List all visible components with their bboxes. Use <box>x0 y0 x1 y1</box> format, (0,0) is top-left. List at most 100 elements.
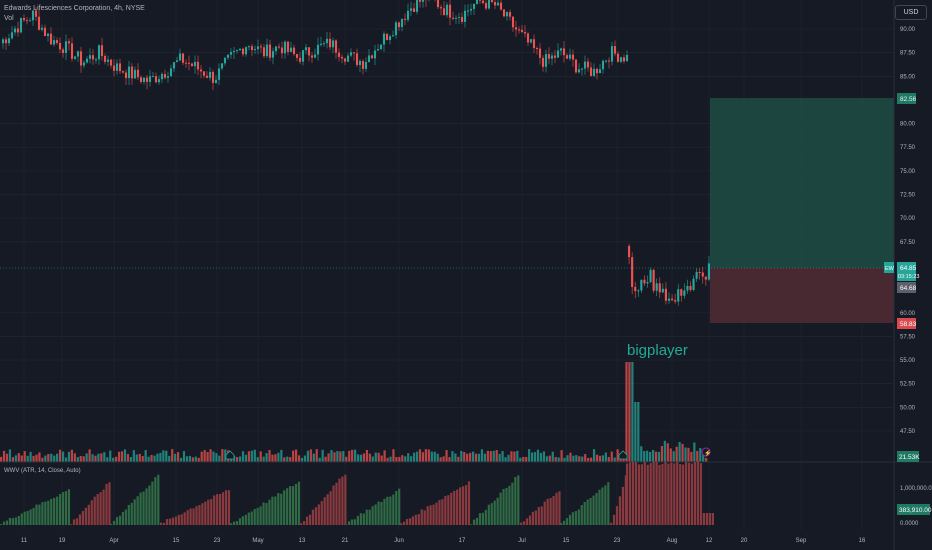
candle-body <box>232 51 236 53</box>
wwv-bar <box>411 516 414 525</box>
wwv-bar <box>151 481 154 525</box>
bigplayer-annotation[interactable]: bigplayer <box>627 342 688 359</box>
candle-body <box>670 298 674 301</box>
wwv-bar <box>274 496 277 525</box>
candle-body <box>274 46 278 52</box>
volume-bar <box>513 451 516 462</box>
volume-bar <box>297 455 301 462</box>
symbol-title[interactable]: Edwards Lifesciences Corporation, 4h, NY… <box>4 5 145 12</box>
volume-bar <box>690 451 693 462</box>
volume-bar <box>118 451 121 462</box>
wwv-bar <box>300 523 303 525</box>
wwv-bar <box>195 506 198 525</box>
dividend-marker-icon[interactable] <box>225 450 235 460</box>
candle-body <box>235 50 239 52</box>
candle-body <box>574 59 578 73</box>
wwv-bar <box>180 514 183 525</box>
candle-body <box>499 2 503 10</box>
volume-bar <box>563 457 566 462</box>
wwv-bar <box>53 497 56 525</box>
wwv-bar <box>711 513 714 525</box>
volume-bar <box>457 456 460 462</box>
volume-bar <box>324 456 327 462</box>
volume-bar <box>474 453 478 462</box>
wwv-bar <box>601 487 604 525</box>
wwv-bar <box>705 513 709 525</box>
volume-bar <box>510 451 513 462</box>
candle-body <box>619 57 623 62</box>
wwv-bar <box>213 495 216 525</box>
wwv-bar <box>682 464 685 525</box>
wwv-bar <box>250 511 253 525</box>
volume-bar <box>472 451 475 462</box>
volume-bar <box>289 457 292 462</box>
wwv-bar <box>78 514 82 525</box>
currency-button[interactable]: USD <box>895 5 927 20</box>
volume-bar <box>601 455 604 462</box>
candle-body <box>382 33 386 45</box>
candle-body <box>616 53 620 62</box>
wwv-bar <box>38 504 41 525</box>
candle-body <box>627 245 631 258</box>
candle-body <box>244 47 248 55</box>
candle-body <box>466 10 470 12</box>
wwv-bar <box>643 461 646 525</box>
price-axis[interactable]: 90.00 87.50 85.00 80.00 77.50 75.00 72.50 70.00… <box>900 27 932 527</box>
wwv-bar <box>655 461 658 525</box>
wwv-bar <box>289 486 292 525</box>
wwv-bar <box>294 484 298 525</box>
wwv-bar <box>464 485 468 525</box>
volume-bar <box>348 450 351 462</box>
wwv-bar <box>540 506 543 525</box>
volume-bar <box>436 453 439 462</box>
indicator-value-tag: 383,910.00 <box>897 504 932 515</box>
volume-bar <box>365 449 368 462</box>
loss-zone[interactable] <box>710 268 894 323</box>
indicator-legend[interactable]: WWV (ATR, 14, Close, Auto) <box>4 468 81 474</box>
candle-body <box>586 61 590 68</box>
wwv-bar <box>612 514 616 525</box>
candle-body <box>85 58 89 63</box>
candle-body <box>124 72 128 79</box>
wwv-bar <box>165 519 169 525</box>
wwv-bar <box>472 519 476 525</box>
volume-bar <box>572 455 575 462</box>
volume-bars <box>0 362 708 462</box>
candle-body <box>268 44 272 58</box>
candle-body <box>67 41 71 44</box>
wwv-bar <box>693 462 697 525</box>
wwv-bar <box>311 509 314 525</box>
volume-bar <box>277 452 280 462</box>
volume-bar <box>560 450 563 462</box>
earnings-marker-icon[interactable]: ⚡ <box>701 447 711 457</box>
volume-bar <box>2 450 6 462</box>
volume-bar <box>415 451 419 462</box>
wwv-bar <box>0 524 3 525</box>
volume-bar <box>115 456 118 462</box>
time-axis[interactable]: 11 19 Apr 15 23 May 13 21 Jun 17 Jul 15 23 Aug 12 20 Sep… <box>21 538 866 544</box>
volume-bar <box>85 453 88 462</box>
candle-body <box>637 290 640 292</box>
volume-bar <box>38 452 41 462</box>
wwv-bar <box>308 514 312 525</box>
candle-body <box>517 29 521 31</box>
wwv-bar <box>470 524 473 525</box>
profit-zone[interactable] <box>710 98 894 268</box>
price-tick-label: 77.50 <box>900 145 916 151</box>
volume-bar <box>26 455 29 462</box>
volume-bar <box>20 455 23 462</box>
volume-legend-label[interactable]: Vol <box>4 15 14 22</box>
wwv-bar <box>235 521 239 525</box>
candle-body <box>175 60 179 63</box>
candle-body <box>541 57 545 67</box>
wwv-bar <box>20 513 23 525</box>
time-tick-label: 20 <box>741 538 748 544</box>
wwv-bar <box>247 512 250 525</box>
wwv-bar <box>456 489 459 525</box>
volume-bar <box>215 453 218 462</box>
dividend-marker-icon[interactable] <box>618 450 628 460</box>
volume-bar <box>0 456 3 462</box>
candle-body <box>547 54 551 59</box>
volume-bar <box>383 450 386 462</box>
